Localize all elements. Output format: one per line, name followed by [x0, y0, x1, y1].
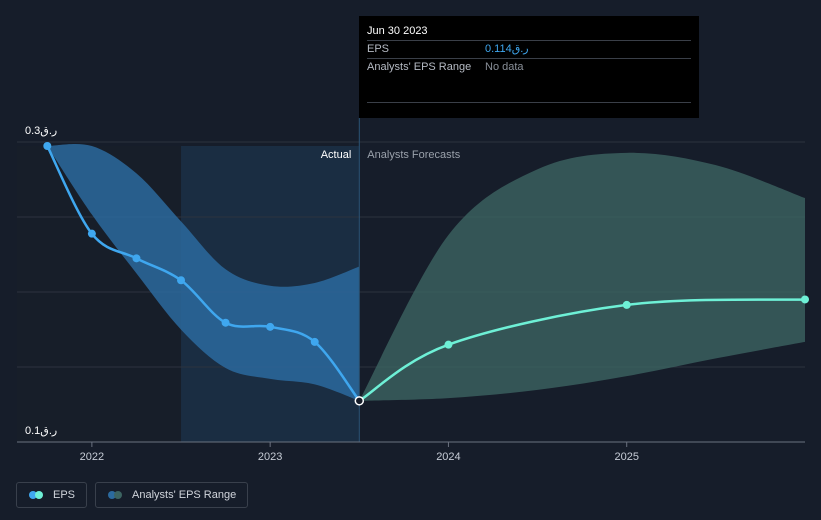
- tooltip-eps-label: EPS: [367, 43, 390, 55]
- x-tick-label: 2023: [258, 451, 282, 463]
- tooltip-row-eps: EPS 0.114ر.ق: [367, 40, 691, 58]
- tooltip-eps-value: 0.114ر.ق: [485, 43, 529, 55]
- eps-point[interactable]: [132, 254, 141, 263]
- eps-range-area-actual: [47, 143, 360, 401]
- tooltip-date: Jun 30 2023: [367, 25, 428, 37]
- eps-point[interactable]: [801, 295, 809, 304]
- x-axis-ticks: 2022 2023 2024 2025: [80, 442, 639, 463]
- eps-range-swatch-icon: [108, 491, 123, 499]
- tooltip-divider: [367, 102, 691, 103]
- y-tick-label: 0.1ر.ق: [25, 425, 57, 437]
- legend-item-eps[interactable]: EPS: [16, 482, 88, 508]
- eps-line-forecast: [358, 298, 807, 403]
- eps-range-areas: [47, 143, 805, 401]
- tooltip-row-range: Analysts' EPS Range No data: [367, 58, 691, 76]
- y-tick-label: 0.3ر.ق: [25, 125, 57, 137]
- analysts-forecasts-label: Analysts Forecasts: [367, 149, 460, 161]
- tooltip: Jun 30 2023 EPS 0.114ر.ق Analysts' EPS R…: [359, 16, 699, 118]
- eps-point[interactable]: [177, 276, 186, 285]
- eps-point[interactable]: [221, 318, 230, 327]
- eps-point[interactable]: [87, 229, 96, 238]
- eps-point[interactable]: [310, 337, 319, 346]
- x-tick-label: 2025: [614, 451, 638, 463]
- eps-point[interactable]: [43, 142, 52, 150]
- eps-points[interactable]: [43, 142, 809, 406]
- y-axis-ticks: 0.3ر.ق 0.1ر.ق: [25, 125, 57, 437]
- actual-label: Actual: [321, 149, 352, 161]
- legend-eps-label: EPS: [53, 489, 76, 501]
- legend-eps-range-label: Analysts' EPS Range: [132, 489, 237, 501]
- eps-point[interactable]: [622, 300, 631, 309]
- eps-point[interactable]: [444, 340, 453, 349]
- x-tick-label: 2022: [80, 451, 104, 463]
- tooltip-range-value: No data: [485, 61, 524, 73]
- eps-swatch-icon: [29, 491, 44, 499]
- legend: EPS Analysts' EPS Range: [16, 482, 256, 508]
- eps-range-area-forecast: [359, 152, 805, 401]
- eps-point[interactable]: [266, 322, 275, 331]
- eps-point[interactable]: [354, 396, 365, 406]
- tooltip-range-label: Analysts' EPS Range: [367, 61, 472, 73]
- legend-item-eps-range[interactable]: Analysts' EPS Range: [95, 482, 249, 508]
- x-tick-label: 2024: [436, 451, 460, 463]
